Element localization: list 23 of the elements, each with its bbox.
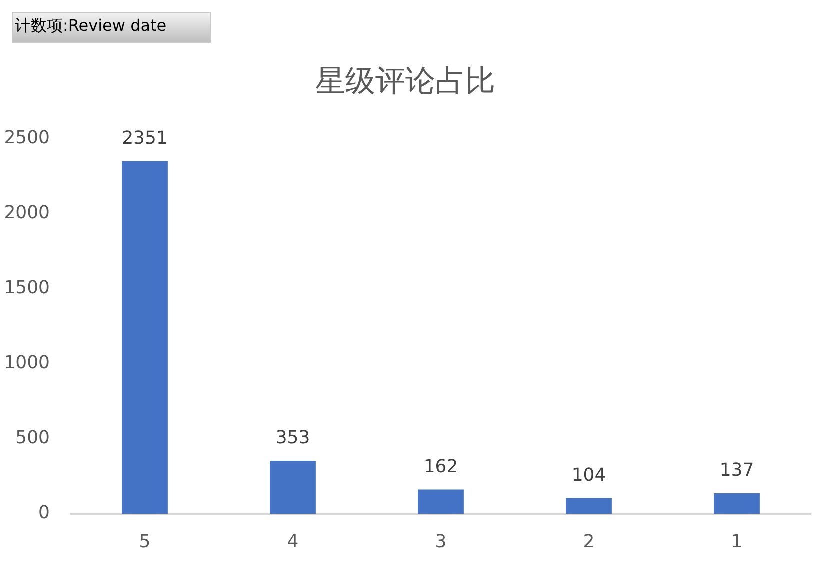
x-tick-label: 3 <box>435 531 447 552</box>
data-label: 2351 <box>122 128 168 150</box>
x-tick-label: 1 <box>731 531 743 552</box>
data-label: 353 <box>276 428 310 449</box>
bar <box>122 161 168 514</box>
x-tick-label: 5 <box>139 531 151 552</box>
x-tick-label: 4 <box>287 531 299 552</box>
y-tick-label: 2500 <box>4 128 50 149</box>
data-label: 162 <box>424 456 458 478</box>
y-tick-label: 0 <box>38 502 50 524</box>
y-tick-label: 1500 <box>4 278 50 299</box>
chart-title: 星级评论占比 <box>316 64 496 99</box>
y-tick-label: 500 <box>16 428 50 449</box>
data-label: 137 <box>720 460 754 482</box>
y-tick-label: 2000 <box>4 202 50 224</box>
data-label: 104 <box>572 465 606 486</box>
text: 计数项:Review date <box>15 16 167 37</box>
bar <box>270 461 316 514</box>
y-tick-label: 1000 <box>4 352 50 374</box>
x-tick-label: 2 <box>583 531 595 552</box>
bar <box>418 490 464 514</box>
bar <box>566 498 612 514</box>
bar <box>714 493 760 514</box>
